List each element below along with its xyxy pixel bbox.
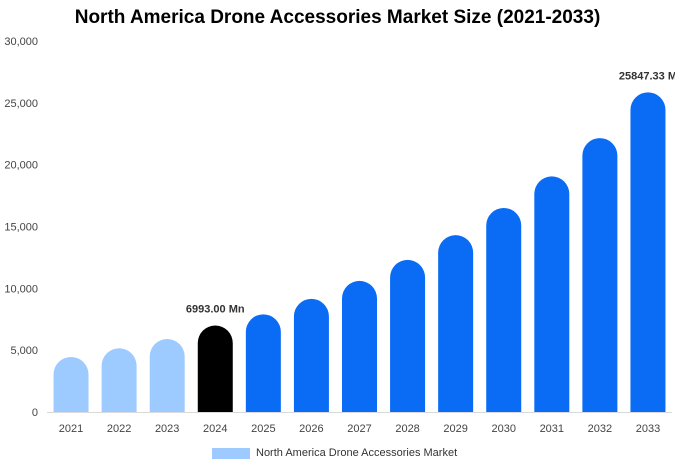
bar-2024 <box>197 325 233 412</box>
bar-2028 <box>390 259 426 412</box>
x-tick-label: 2033 <box>636 423 660 435</box>
x-tick-label: 2027 <box>347 423 371 435</box>
x-tick-label: 2030 <box>491 423 515 435</box>
bar-2030 <box>486 207 522 412</box>
x-tick-label: 2023 <box>155 423 179 435</box>
bar-2023 <box>149 339 185 412</box>
bar-2029 <box>438 235 474 412</box>
x-tick-label: 2026 <box>299 423 323 435</box>
y-tick-label: 25,000 <box>4 98 38 110</box>
y-tick-label: 20,000 <box>4 160 38 172</box>
y-tick-label: 15,000 <box>4 222 38 234</box>
y-tick-label: 5,000 <box>10 345 38 357</box>
chart-title: North America Drone Accessories Market S… <box>74 7 601 28</box>
legend-label: North America Drone Accessories Market <box>256 447 458 459</box>
x-tick-label: 2031 <box>540 423 564 435</box>
data-label: 6993.00 Mn <box>186 304 245 316</box>
y-tick-label: 10,000 <box>4 283 38 295</box>
y-tick-label: 0 <box>32 407 38 419</box>
y-tick-label: 30,000 <box>4 36 38 48</box>
bar-2026 <box>293 298 329 412</box>
bar-2022 <box>101 348 137 412</box>
x-tick-label: 2021 <box>59 423 83 435</box>
data-label: 25847.33 M <box>619 70 675 82</box>
x-tick-label: 2024 <box>203 423 227 435</box>
bar-2025 <box>245 314 281 412</box>
x-tick-label: 2025 <box>251 423 275 435</box>
x-tick-label: 2022 <box>107 423 131 435</box>
x-tick-label: 2032 <box>588 423 612 435</box>
legend-swatch <box>212 447 250 459</box>
bar-2032 <box>582 138 618 412</box>
bar-2021 <box>53 356 89 412</box>
x-tick-label: 2029 <box>443 423 467 435</box>
x-tick-label: 2028 <box>395 423 419 435</box>
bar-2027 <box>342 280 377 412</box>
legend: North America Drone Accessories Market <box>212 445 457 461</box>
bar-2031 <box>534 176 570 412</box>
bar-2033 <box>630 92 666 413</box>
